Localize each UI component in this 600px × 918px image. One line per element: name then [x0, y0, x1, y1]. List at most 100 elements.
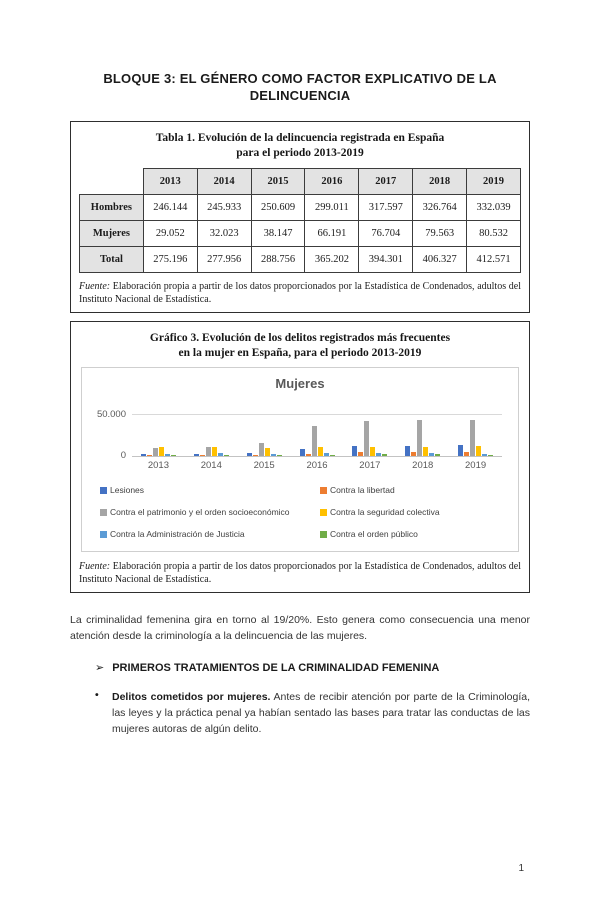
value-cell: 80.532	[466, 220, 521, 247]
bar-2017	[358, 452, 364, 456]
bar-2015	[270, 454, 276, 456]
bar-2018	[435, 454, 441, 456]
source-text: Elaboración propia a partir de los datos…	[79, 281, 521, 305]
table-row: Total 275.196 277.956 288.756 365.202 394.301…	[79, 246, 521, 273]
value-cell: 299.011	[304, 194, 360, 221]
bar-2013	[164, 454, 170, 456]
year-header-cell: 2015	[250, 168, 306, 195]
bar-2018	[429, 453, 435, 456]
value-cell: 66.191	[304, 220, 360, 247]
legend-item: Contra la seguridad colectiva	[320, 507, 508, 517]
bar-2013	[158, 447, 164, 456]
bar-2016	[305, 454, 311, 456]
bullet-dot-icon: •	[95, 689, 99, 701]
x-label-2013: 2013	[147, 460, 169, 471]
legend-item: Contra el orden público	[320, 529, 508, 539]
bar-2017	[364, 421, 370, 456]
section-heading-text: PRIMEROS TRATAMIENTOS DE LA CRIMINALIDAD…	[112, 662, 440, 674]
value-cell: 79.563	[412, 220, 468, 247]
bar-2016	[299, 449, 305, 456]
legend-swatch-icon	[320, 508, 327, 516]
value-cell: 332.039	[466, 194, 521, 221]
value-cell: 288.756	[250, 246, 306, 273]
value-cell: 29.052	[142, 220, 198, 247]
value-cell: 245.933	[196, 194, 252, 221]
table-box: Tabla 1. Evolución de la delincuencia re…	[70, 121, 530, 313]
page-title: BLOQUE 3: EL GÉNERO COMO FACTOR EXPLICAT…	[103, 71, 497, 103]
year-header-cell: 2013	[142, 168, 198, 195]
value-cell: 32.023	[196, 220, 252, 247]
source-text: Elaboración propia a partir de los datos…	[79, 561, 521, 585]
table-header-row: 2013 2014 2015 2016 2017 2018 2019	[80, 168, 521, 195]
legend-label: Contra la Administración de Justicia	[110, 529, 245, 539]
ytick-0: 0	[120, 450, 126, 461]
bar-2014	[211, 447, 217, 456]
bar-2016	[311, 426, 317, 456]
row-label-cell: Total	[79, 246, 144, 273]
chart-box-title: Gráfico 3. Evolución de los delitos regi…	[79, 331, 521, 361]
value-cell: 250.609	[250, 194, 306, 221]
bar-2019	[482, 454, 488, 456]
chart-frame: Mujeres 50.000 0 2013 2014 2015 2016 2017 201…	[81, 367, 519, 552]
bar-2014	[199, 455, 205, 456]
value-cell: 277.956	[196, 246, 252, 273]
value-cell: 365.202	[304, 246, 360, 273]
bar-2013	[170, 455, 176, 456]
bar-2015	[258, 443, 264, 456]
chart-title-line2: en la mujer en España, para el periodo 2…	[178, 347, 422, 359]
bar-group-2014	[185, 401, 238, 456]
bar-2013	[146, 455, 152, 456]
legend-swatch-icon	[320, 530, 327, 538]
value-cell: 317.597	[358, 194, 414, 221]
legend-swatch-icon	[100, 486, 107, 494]
legend-label: Lesiones	[110, 485, 145, 495]
value-cell: 76.704	[358, 220, 414, 247]
bullet-text: Delitos cometidos por mujeres. Antes de …	[112, 689, 530, 737]
bar-group-2016	[291, 401, 344, 456]
bar-2019	[476, 446, 482, 456]
delincuencia-table: 2013 2014 2015 2016 2017 2018 2019 Hombres 246.…	[79, 168, 521, 273]
x-label-2016: 2016	[306, 460, 328, 471]
table-corner-cell	[80, 169, 144, 195]
bar-2014	[217, 453, 223, 456]
bar-group-2015	[238, 401, 291, 456]
bar-2019	[458, 445, 464, 456]
chart-legend: Lesiones Contra la libertad Contra el patr…	[100, 485, 508, 539]
x-label-2015: 2015	[253, 460, 275, 471]
chart-source-note: Fuente: Elaboración propia a partir de l…	[79, 560, 521, 586]
legend-swatch-icon	[100, 530, 107, 538]
x-label-2019: 2019	[465, 460, 487, 471]
x-label-2017: 2017	[359, 460, 381, 471]
chart-plot: 50.000 0	[97, 401, 502, 461]
gridline-50000	[132, 414, 502, 415]
bar-2014	[223, 455, 229, 456]
x-label-2018: 2018	[412, 460, 434, 471]
bar-2017	[376, 453, 382, 456]
bar-2013	[140, 454, 146, 456]
value-cell: 38.147	[250, 220, 306, 247]
chart-title-line1: Gráfico 3. Evolución de los delitos regi…	[149, 332, 451, 344]
table-row: Hombres 246.144 245.933 250.609 299.011 317.5…	[79, 194, 521, 221]
bar-group-2017	[343, 401, 396, 456]
intro-paragraph: La criminalidad femenina gira en torno a…	[70, 614, 530, 642]
value-cell: 412.571	[466, 246, 521, 273]
bullet-item: • Delitos cometidos por mujeres. Antes d…	[95, 689, 530, 737]
bar-2018	[405, 446, 411, 456]
bullet-lead: Delitos cometidos por mujeres.	[112, 691, 271, 703]
row-label-cell: Mujeres	[79, 220, 144, 247]
bar-2018	[411, 452, 417, 456]
legend-item: Lesiones	[100, 485, 318, 495]
bar-2016	[317, 447, 323, 456]
year-header-cell: 2016	[304, 168, 360, 195]
legend-swatch-icon	[320, 486, 327, 494]
year-header-cell: 2014	[196, 168, 252, 195]
arrow-bullet-icon: ➢	[95, 662, 105, 674]
bar-2014	[193, 454, 199, 456]
bar-2018	[417, 420, 423, 456]
bar-2019	[470, 420, 476, 456]
bar-2017	[382, 454, 388, 456]
value-cell: 406.327	[412, 246, 468, 273]
document-page: { "page": { "number": "1" }, "title": "B…	[0, 70, 600, 918]
chart-x-axis-labels: 2013 2014 2015 2016 2017 2018 2019	[132, 460, 502, 471]
bar-group-2019	[449, 401, 502, 456]
